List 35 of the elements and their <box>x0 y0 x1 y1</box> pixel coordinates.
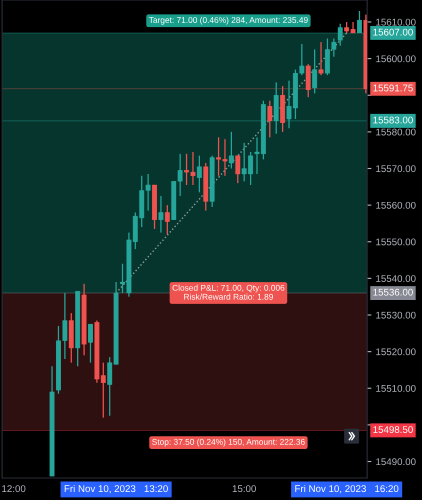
candlestick <box>196 155 202 193</box>
candlestick <box>228 131 234 170</box>
y-tick-label: 15570.00 <box>376 165 416 172</box>
y-tick-label: 15490.00 <box>376 458 416 466</box>
ref-line-label: 15536.00 <box>373 288 413 296</box>
y-tick-label: 15540.00 <box>376 275 416 282</box>
y-tick-label: 15560.00 <box>376 202 416 209</box>
candlestick <box>235 155 240 184</box>
candlestick <box>164 204 170 236</box>
x-tick-label: Fri Nov 10, 2023 13:20 <box>64 484 168 494</box>
x-tick-label: 12:00 <box>2 485 26 492</box>
annotation: Closed P&L: 71.00, Qty: 0.006 Risk/Reward Ratio: 1.89 <box>172 284 284 300</box>
candlestick <box>88 324 93 364</box>
ref-line-label: 15591.75 <box>373 84 413 92</box>
candlestick <box>158 195 164 234</box>
x-tick-label: Fri Nov 10, 2023 16:20 <box>295 484 398 494</box>
candlestick <box>306 63 311 98</box>
candlestick <box>267 100 272 138</box>
y-tick-label: 15550.00 <box>376 238 416 246</box>
candlestick <box>338 23 343 46</box>
y-tick-label: 15520.00 <box>376 348 416 356</box>
y-tick-label: 15510.00 <box>376 384 416 392</box>
y-tick-label: 15580.00 <box>376 128 416 136</box>
ref-line-label: 15498.50 <box>373 426 413 433</box>
band-label: Target: 71.00 (0.46%) 284, Amount: 235.49 <box>148 16 308 25</box>
x-tick-label: 15:00 <box>232 485 256 492</box>
y-tick-label: 15600.00 <box>376 55 416 62</box>
ref-line-label: 15583.00 <box>373 116 413 124</box>
y-tick-label: 15610.00 <box>376 18 416 26</box>
ref-line-label: 15607.00 <box>373 28 413 36</box>
candlestick <box>318 42 324 76</box>
band-label: Stop: 37.50 (0.24%) 150, Amount: 222.36 <box>152 438 305 446</box>
candlestick <box>312 48 318 94</box>
candlestick <box>357 10 362 34</box>
y-tick-label: 15530.00 <box>376 312 416 319</box>
